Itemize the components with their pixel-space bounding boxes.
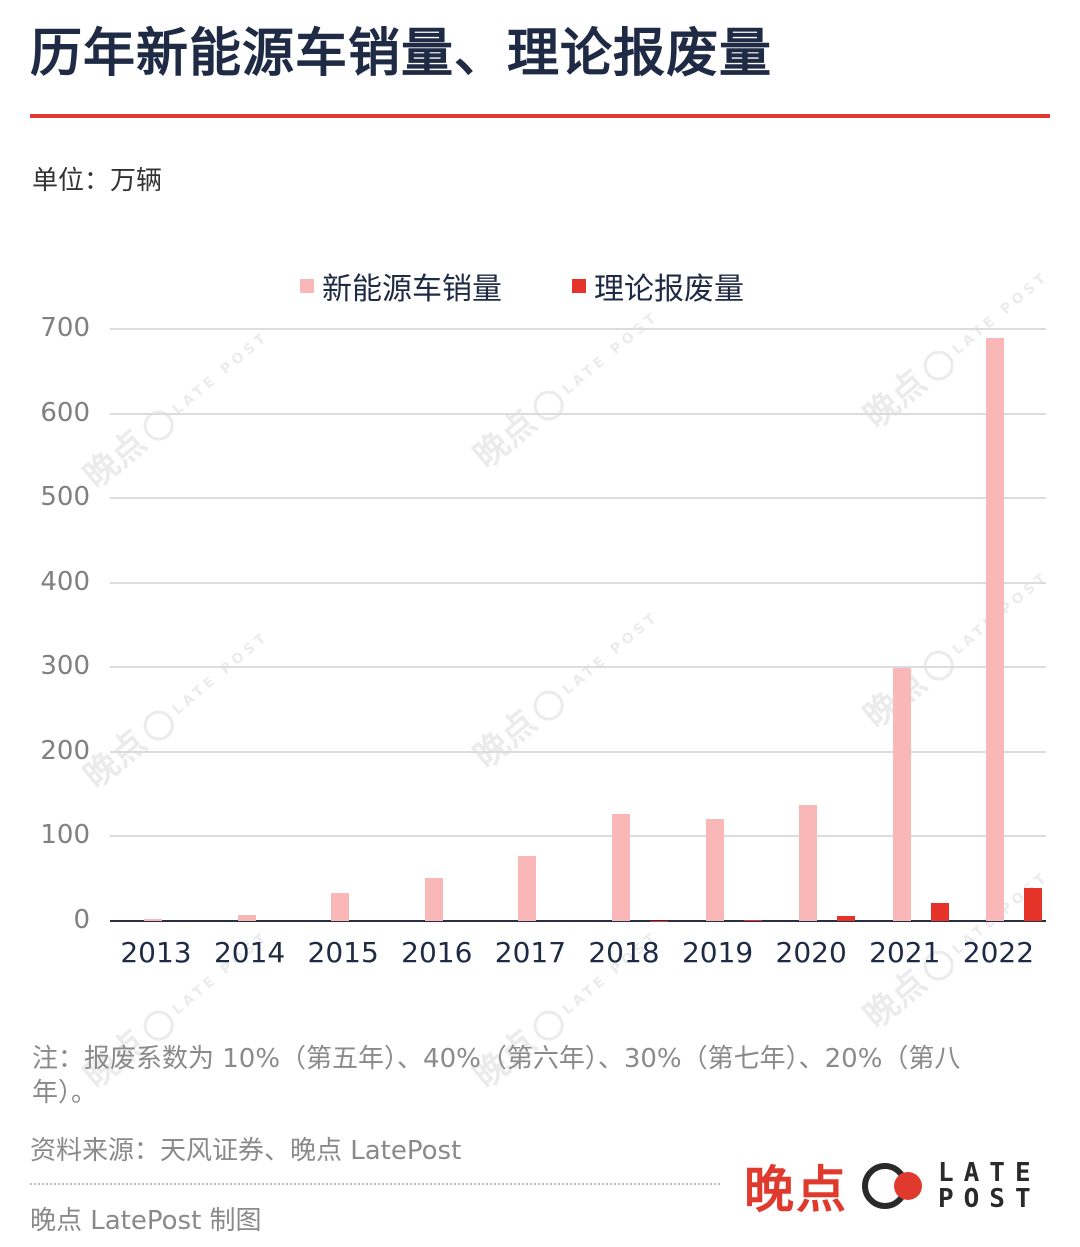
legend-label-sales: 新能源车销量 (322, 272, 502, 307)
logo-en-line2: POST (938, 1184, 1041, 1214)
gridline (110, 497, 1046, 500)
y-axis-tick-label: 600 (40, 397, 90, 428)
watermark: 晚点LATE POST (76, 628, 272, 797)
y-axis-tick-label: 400 (40, 566, 90, 597)
bar-sales (705, 818, 724, 921)
x-axis-line (110, 920, 1046, 922)
bar-sales (237, 914, 256, 921)
watermark: 晚点LATE POST (466, 308, 662, 477)
x-axis-tick-label: 2020 (775, 936, 847, 969)
chart-title: 历年新能源车销量、理论报废量 (30, 24, 773, 84)
logo-chinese-text: 晚点 (744, 1161, 848, 1219)
bar-sales (518, 855, 537, 921)
watermark: 晚点LATE POST (76, 328, 272, 497)
bar-scrap (930, 903, 949, 921)
legend-item-scrap: 理论报废量 (572, 264, 744, 308)
footnote: 注：报废系数为 10%（第五年）、40%（第六年）、30%（第七年）、20%（第… (32, 1044, 961, 1108)
y-axis-tick-label: 100 (40, 820, 90, 851)
legend: 新能源车销量 理论报废量 (300, 264, 814, 308)
gridline (110, 581, 1046, 584)
bar-sales (892, 668, 911, 921)
bar-scrap (743, 919, 762, 921)
gridline (110, 412, 1046, 415)
x-axis-tick-label: 2014 (213, 936, 286, 969)
unit-label: 单位：万辆 (32, 166, 163, 196)
legend-swatch-scrap-icon (572, 279, 586, 293)
bar-sales (424, 877, 443, 921)
gridline (110, 666, 1046, 669)
x-axis-tick-label: 2015 (307, 936, 379, 969)
title-divider (30, 114, 1050, 118)
y-axis-tick-label: 700 (40, 313, 90, 343)
dotted-divider (30, 1183, 720, 1185)
y-axis-tick-label: 500 (40, 482, 90, 513)
bar-sales (986, 338, 1005, 921)
x-axis-tick-label: 2018 (588, 936, 660, 969)
x-axis-tick-label: 2022 (962, 936, 1035, 969)
y-axis-tick-label: 300 (40, 651, 90, 682)
bar-scrap (837, 915, 856, 921)
watermark: 晚点LATE POST (466, 608, 662, 777)
x-axis-tick-label: 2017 (494, 936, 567, 969)
gridline (110, 328, 1046, 330)
bar-sales (144, 919, 162, 921)
data-source: 资料来源：天风证券、晚点 LatePost (30, 1136, 462, 1166)
bar-scrap (650, 920, 668, 922)
bar-sales (799, 805, 818, 921)
bar-scrap (1024, 888, 1043, 921)
x-axis-tick-label: 2021 (869, 936, 941, 969)
watermark: 晚点LATE POST (856, 268, 1052, 437)
bar-sales (612, 814, 630, 921)
legend-swatch-sales-icon (300, 279, 314, 293)
x-axis-tick-label: 2019 (681, 936, 754, 969)
logo-en-line1: LATE (938, 1158, 1041, 1188)
logo-ring-icon (862, 1161, 922, 1211)
bar-sales (331, 893, 350, 921)
x-axis-tick-label: 2016 (401, 936, 473, 969)
chart-credit: 晚点 LatePost 制图 (30, 1206, 262, 1236)
watermark: 晚点LATE POST (851, 552, 1059, 738)
legend-label-scrap: 理论报废量 (594, 272, 744, 307)
logo-english-text: LATE POST (938, 1160, 1041, 1212)
y-axis-tick-label: 0 (73, 905, 90, 935)
legend-item-sales: 新能源车销量 (300, 264, 502, 308)
latepost-logo: 晚点 LATE POST (744, 1158, 1041, 1219)
y-axis-tick-label: 200 (40, 735, 90, 766)
x-axis-tick-label: 2013 (120, 936, 192, 969)
gridline (110, 835, 1046, 838)
bar-chart-plot: 晚点LATE POST 晚点LATE POST 晚点LATE POST 晚点LATE … (40, 268, 1059, 1096)
gridline (110, 750, 1046, 753)
